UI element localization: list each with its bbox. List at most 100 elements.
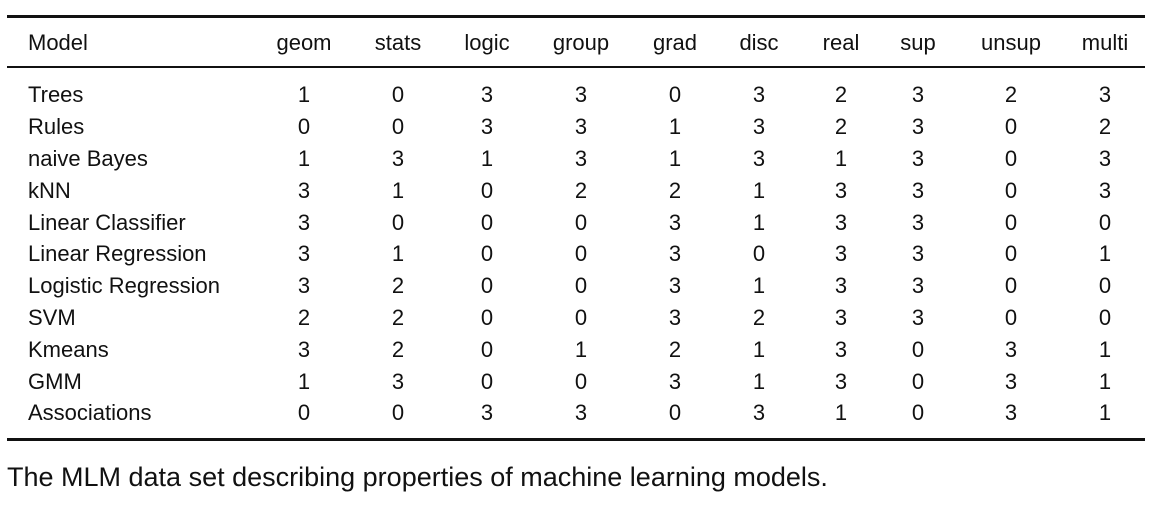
value-cell-stats: 2 [391,336,405,362]
value-cell-geom: 2 [297,304,311,330]
column-header-grad: grad [652,30,698,55]
value-cell-stats: 0 [391,82,405,108]
value-cell-real: 3 [834,209,848,235]
value-cell-logic: 0 [480,273,494,299]
value-cell-disc: 0 [752,241,766,267]
column-header-stats: stats [374,30,422,55]
mlm-table: Model geom stats logic group grad disc r… [7,18,1145,66]
value-cell-sup: 3 [911,114,925,140]
column-header-disc: disc [739,30,779,55]
table-row: SVM 2 2 0 0 3 2 3 3 0 0 [7,302,1145,334]
value-cell-stats: 0 [391,209,405,235]
value-cell-disc: 3 [752,82,766,108]
model-name-cell: Rules [28,114,85,140]
model-name-cell: SVM [28,304,76,330]
value-cell-sup: 0 [911,368,925,394]
value-cell-unsup: 2 [1004,82,1018,108]
value-cell-sup: 3 [911,304,925,330]
value-cell-real: 3 [834,273,848,299]
table-row: GMM 1 3 0 0 3 1 3 0 3 1 [7,366,1145,398]
table-row: Rules 0 0 3 3 1 3 2 3 0 2 [7,111,1145,143]
column-header-multi: multi [1081,30,1129,55]
value-cell-multi: 1 [1098,241,1112,267]
value-cell-multi: 1 [1098,336,1112,362]
value-cell-stats: 2 [391,273,405,299]
value-cell-grad: 0 [668,82,682,108]
value-cell-logic: 0 [480,177,494,203]
table-row: Logistic Regression 3 2 0 0 3 1 3 3 0 0 [7,270,1145,302]
value-cell-grad: 2 [668,336,682,362]
value-cell-unsup: 0 [1004,177,1018,203]
table-row: kNN 3 1 0 2 2 1 3 3 0 3 [7,175,1145,207]
value-cell-unsup: 3 [1004,400,1018,426]
value-cell-unsup: 0 [1004,114,1018,140]
value-cell-grad: 3 [668,209,682,235]
value-cell-disc: 3 [752,114,766,140]
model-name-cell: Logistic Regression [28,273,220,299]
value-cell-logic: 0 [480,336,494,362]
value-cell-unsup: 3 [1004,368,1018,394]
value-cell-real: 3 [834,368,848,394]
value-cell-group: 0 [574,304,588,330]
value-cell-stats: 3 [391,368,405,394]
model-name-cell: GMM [28,368,82,394]
value-cell-grad: 3 [668,273,682,299]
value-cell-multi: 2 [1098,114,1112,140]
column-header-sup: sup [900,30,936,55]
value-cell-group: 3 [574,82,588,108]
value-cell-stats: 2 [391,304,405,330]
value-cell-geom: 0 [297,400,311,426]
value-cell-stats: 0 [391,400,405,426]
value-cell-sup: 3 [911,273,925,299]
table-caption: The MLM data set describing properties o… [7,462,828,492]
value-cell-sup: 3 [911,209,925,235]
value-cell-real: 2 [834,82,848,108]
value-cell-unsup: 0 [1004,145,1018,171]
value-cell-geom: 3 [297,241,311,267]
value-cell-real: 3 [834,177,848,203]
value-cell-unsup: 0 [1004,241,1018,267]
model-name-cell: Kmeans [28,336,109,362]
value-cell-real: 3 [834,304,848,330]
value-cell-real: 1 [834,145,848,171]
value-cell-logic: 0 [480,368,494,394]
value-cell-unsup: 3 [1004,336,1018,362]
value-cell-real: 3 [834,241,848,267]
value-cell-unsup: 0 [1004,209,1018,235]
value-cell-grad: 3 [668,304,682,330]
value-cell-group: 1 [574,336,588,362]
value-cell-logic: 1 [480,145,494,171]
value-cell-disc: 3 [752,145,766,171]
value-cell-logic: 0 [480,241,494,267]
value-cell-group: 0 [574,209,588,235]
value-cell-disc: 1 [752,209,766,235]
model-name-cell: naive Bayes [28,145,148,171]
table-row: Linear Classifier 3 0 0 0 3 1 3 3 0 0 [7,207,1145,239]
value-cell-grad: 2 [668,177,682,203]
table-header-rule [7,66,1145,68]
value-cell-disc: 3 [752,400,766,426]
value-cell-multi: 1 [1098,368,1112,394]
value-cell-disc: 1 [752,177,766,203]
value-cell-sup: 3 [911,241,925,267]
value-cell-group: 3 [574,145,588,171]
table-row: Trees 1 0 3 3 0 3 2 3 2 3 [7,80,1145,112]
column-header-logic: logic [464,30,510,55]
value-cell-logic: 0 [480,304,494,330]
value-cell-multi: 0 [1098,304,1112,330]
value-cell-geom: 1 [297,82,311,108]
value-cell-geom: 0 [297,114,311,140]
value-cell-stats: 3 [391,145,405,171]
value-cell-real: 1 [834,400,848,426]
value-cell-sup: 3 [911,145,925,171]
value-cell-geom: 3 [297,336,311,362]
value-cell-disc: 2 [752,304,766,330]
value-cell-disc: 1 [752,336,766,362]
value-cell-logic: 3 [480,82,494,108]
value-cell-logic: 3 [480,114,494,140]
table-row: Linear Regression 3 1 0 0 3 0 3 3 0 1 [7,238,1145,270]
value-cell-geom: 1 [297,368,311,394]
value-cell-logic: 0 [480,209,494,235]
model-name-cell: Trees [28,82,84,108]
value-cell-real: 3 [834,336,848,362]
